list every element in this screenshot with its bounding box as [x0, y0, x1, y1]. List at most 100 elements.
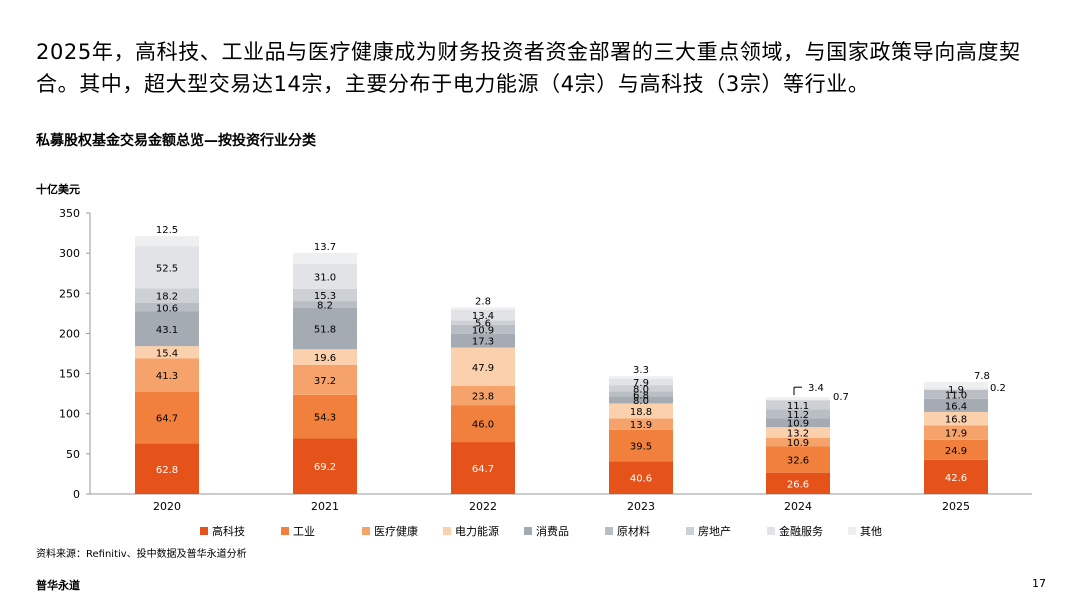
- legend-swatch: [443, 527, 451, 535]
- source-note: 资料来源：Refinitiv、投中数据及普华永道分析: [36, 549, 247, 560]
- bar-segment: [451, 386, 515, 406]
- y-tick-label: 50: [66, 448, 80, 461]
- legend-item: 金融服务: [767, 523, 848, 539]
- y-tick-label: 350: [59, 207, 80, 220]
- y-tick-label: 200: [59, 327, 80, 340]
- data-label: 11.1: [787, 401, 809, 412]
- bar-segment: [293, 263, 357, 289]
- legend-label: 医疗健康: [374, 525, 418, 538]
- data-label: 0.7: [833, 392, 849, 403]
- data-label: 10.6: [156, 303, 178, 314]
- legend-label: 消费品: [536, 525, 569, 538]
- data-label: 16.8: [945, 415, 967, 426]
- bar-segment: [293, 288, 357, 302]
- legend-label: 金融服务: [779, 525, 823, 538]
- data-label: 8.2: [317, 300, 333, 311]
- data-label: 64.7: [472, 464, 494, 475]
- legend-item: 原材料: [605, 523, 686, 539]
- bar-segment: [451, 333, 515, 348]
- data-label: 43.1: [156, 325, 178, 336]
- legend-swatch: [524, 527, 532, 535]
- bar-segment: [609, 403, 673, 419]
- bar-segment: [609, 397, 673, 404]
- bar-segment: [293, 349, 357, 365]
- bar-segment: [924, 398, 988, 412]
- data-label: 64.7: [156, 414, 178, 425]
- bar-segment: [766, 400, 830, 410]
- bar-segment: [135, 346, 199, 359]
- headline: 2025年，高科技、工业品与医疗健康成为财务投资者资金部署的三大重点领域，与国家…: [36, 40, 1021, 96]
- bar-segment: [451, 320, 515, 325]
- bar-segment: [766, 472, 830, 494]
- data-label: 10.9: [472, 325, 494, 336]
- data-label: 12.5: [156, 225, 178, 236]
- bar-segment: [135, 288, 199, 304]
- data-label: 5.6: [475, 319, 491, 330]
- bar-segment: [609, 429, 673, 462]
- legend-label: 房地产: [698, 525, 731, 538]
- data-label: 52.5: [156, 263, 178, 274]
- brand-name: 普华永道: [36, 579, 80, 592]
- x-tick-label: 2022: [469, 500, 497, 513]
- bar-segment: [609, 378, 673, 386]
- y-tick-label: 150: [59, 368, 80, 381]
- y-tick-label: 250: [59, 287, 80, 300]
- y-tick-label: 300: [59, 247, 80, 260]
- data-label: 17.9: [945, 429, 967, 440]
- bar-segment: [766, 397, 830, 400]
- data-label: 10.9: [787, 438, 809, 449]
- x-tick-label: 2024: [784, 500, 812, 513]
- legend-label: 电力能源: [455, 525, 499, 538]
- page-number: 17: [1032, 577, 1046, 590]
- data-label: 15.4: [156, 348, 178, 359]
- bar-segment: [609, 418, 673, 430]
- bar-segment: [451, 405, 515, 443]
- bar-segment: [924, 388, 988, 390]
- legend-swatch: [605, 527, 613, 535]
- bar-segment: [293, 301, 357, 308]
- bar-segment: [451, 324, 515, 334]
- bar-segment: [924, 459, 988, 494]
- data-label: 40.6: [630, 474, 652, 485]
- bar-segment: [293, 364, 357, 395]
- data-label: 17.3: [472, 337, 494, 348]
- data-label: 51.8: [314, 324, 336, 335]
- bar-segment: [451, 309, 515, 321]
- data-label: 46.0: [472, 420, 494, 431]
- bar-segment: [924, 439, 988, 460]
- data-label: 39.5: [630, 442, 652, 453]
- bar-segment: [609, 376, 673, 379]
- bar-segment: [135, 246, 199, 289]
- bar-segment: [135, 236, 199, 247]
- bar-segment: [924, 389, 988, 399]
- legend-item: 电力能源: [443, 523, 524, 539]
- data-label: 42.6: [945, 473, 967, 484]
- bar-segment: [924, 425, 988, 440]
- bar-segment: [135, 443, 199, 494]
- bar-segment: [924, 382, 988, 389]
- data-label: 6.8: [633, 390, 649, 401]
- data-label: 13.9: [630, 420, 652, 431]
- x-tick-label: 2021: [311, 500, 339, 513]
- chart-title: 私募股权基金交易金额总览—按投资行业分类: [36, 133, 316, 149]
- legend-swatch: [767, 527, 775, 535]
- bar-segment: [766, 427, 830, 438]
- bar-segment: [451, 347, 515, 387]
- bar-segment: [135, 311, 199, 347]
- legend-label: 工业: [293, 525, 315, 538]
- bar-segment: [609, 391, 673, 398]
- bar-segment: [135, 391, 199, 444]
- y-tick-label: 100: [59, 408, 80, 421]
- data-label: 8.0: [633, 384, 649, 395]
- bar-segment: [293, 438, 357, 494]
- data-label: 18.2: [156, 292, 178, 303]
- legend-swatch: [362, 527, 370, 535]
- data-label: 18.8: [630, 407, 652, 418]
- legend-swatch: [281, 527, 289, 535]
- bar-segment: [293, 252, 357, 264]
- bar-segment: [609, 385, 673, 392]
- bar-segment: [924, 411, 988, 426]
- data-label: 7.8: [974, 371, 990, 382]
- data-label: 69.2: [314, 462, 336, 473]
- data-label: 2.8: [475, 296, 491, 307]
